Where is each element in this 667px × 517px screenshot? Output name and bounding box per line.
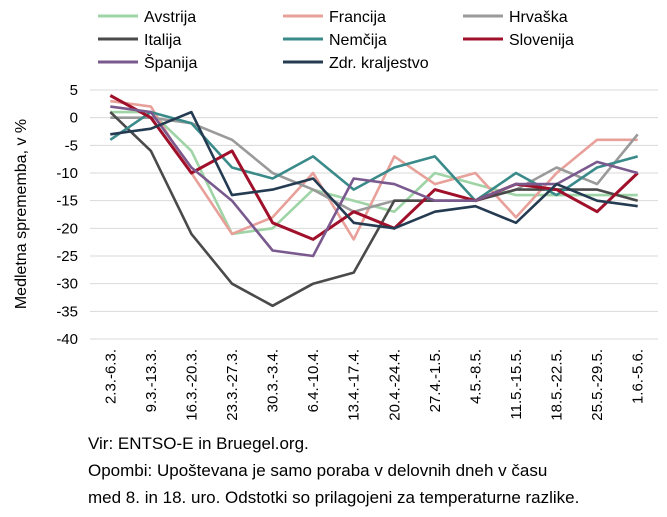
x-tick-label: 20.4.-24.4. bbox=[386, 349, 403, 421]
series-line-3 bbox=[109, 111, 639, 308]
y-tick-label: -35 bbox=[56, 303, 78, 320]
y-tick-label: 0 bbox=[70, 110, 78, 127]
chart-gridlines bbox=[90, 89, 658, 340]
y-tick-label: -30 bbox=[56, 276, 78, 293]
x-tick-label: 25.5.-29.5. bbox=[589, 349, 606, 421]
series-line-4 bbox=[109, 110, 639, 202]
x-axis: 2.3.-6.3. 9.3.-13.3. 16.3.-20.3. 23.3.-27.3… bbox=[102, 349, 646, 421]
legend-item-label: Slovenija bbox=[509, 32, 574, 49]
x-tick-label: 30.3.-3.4. bbox=[265, 349, 282, 412]
x-tick-label: 23.3.-27.3. bbox=[224, 349, 241, 421]
x-tick-label: 16.3.-20.3. bbox=[183, 349, 200, 421]
legend-item-label: Španija bbox=[144, 53, 197, 72]
y-tick-label: 5 bbox=[70, 82, 78, 99]
chart-legend: Avstrija Francija Hrvaška Italija Nemčija Slo… bbox=[98, 9, 574, 72]
x-tick-label: 4.5.-8.5. bbox=[467, 349, 484, 404]
x-tick-label: 11.5.-15.5. bbox=[508, 349, 525, 420]
series-line-1 bbox=[110, 99, 638, 241]
y-tick-label: -25 bbox=[56, 248, 78, 265]
line-chart: Avstrija Francija Hrvaška Italija Nemčija Slo… bbox=[13, 9, 658, 421]
y-axis-title: Medletna sprememba, v % bbox=[13, 119, 30, 309]
chart-footnotes: Vir: ENTSO-E in Bruegel.org. Opombi: Upo… bbox=[88, 430, 663, 511]
y-tick-label: -40 bbox=[56, 331, 78, 348]
x-tick-label: 18.5.-22.5. bbox=[549, 349, 566, 421]
legend-item-label: Italija bbox=[144, 32, 181, 49]
series-line-5 bbox=[109, 94, 639, 241]
x-tick-label: 13.4.-17.4. bbox=[346, 349, 363, 421]
y-tick-label: -5 bbox=[65, 137, 78, 154]
x-tick-label: 9.3.-13.3. bbox=[143, 349, 160, 412]
series-line-6 bbox=[110, 105, 639, 258]
y-axis: 5 0 -5 -10 -15 -20 -25 -30 -35 -40 bbox=[56, 82, 78, 348]
legend-item-label: Nemčija bbox=[329, 32, 387, 49]
x-tick-label: 6.4.-10.4. bbox=[305, 349, 322, 412]
chart-series bbox=[109, 94, 639, 308]
legend-item-label: Avstrija bbox=[144, 9, 196, 26]
legend-item-label: Hrvaška bbox=[509, 9, 568, 26]
x-tick-label: 2.3.-6.3. bbox=[102, 349, 119, 404]
remarks-line-1: Opombi: Upoštevana je samo poraba v delo… bbox=[88, 461, 548, 480]
series-line-7 bbox=[110, 110, 638, 230]
legend-item-label: Zdr. kraljestvo bbox=[329, 55, 429, 72]
x-tick-label: 1.6.-5.6. bbox=[630, 349, 647, 404]
x-tick-label: 27.4.-1.5. bbox=[427, 349, 444, 412]
y-tick-label: -15 bbox=[56, 193, 78, 210]
y-tick-label: -10 bbox=[56, 165, 78, 182]
legend-item-label: Francija bbox=[329, 9, 386, 26]
remarks-line-2: med 8. in 18. uro. Odstotki so prilagoje… bbox=[88, 488, 580, 507]
source-note: Vir: ENTSO-E in Bruegel.org. bbox=[88, 434, 309, 453]
y-tick-label: -20 bbox=[56, 220, 78, 237]
